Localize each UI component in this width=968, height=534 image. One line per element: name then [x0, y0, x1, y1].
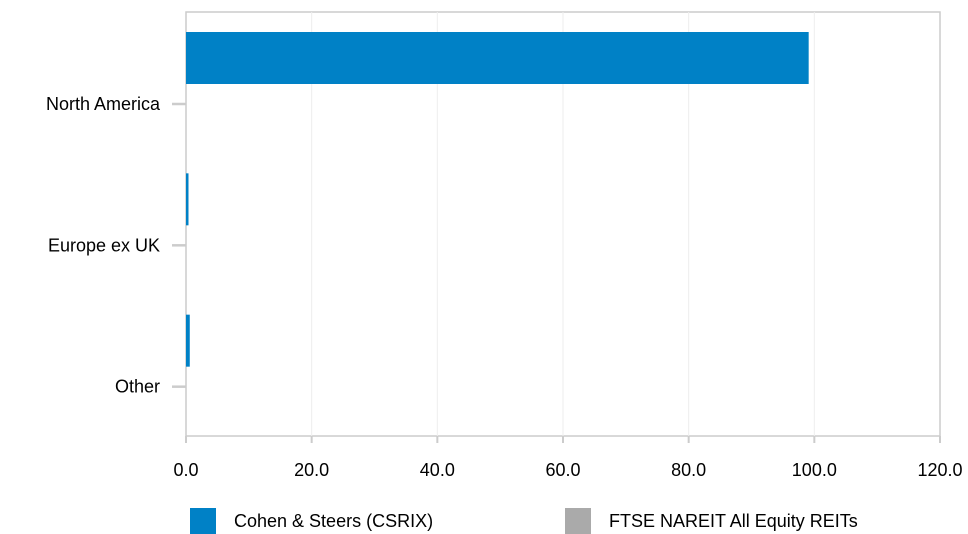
x-tick-label-2: 40.0: [420, 460, 455, 480]
bar-series-1-2: [186, 314, 190, 367]
x-tick-label-6: 120.0: [917, 460, 962, 480]
value-axis: 0.0 20.0 40.0 60.0 80.0 100.0 120.0: [173, 436, 963, 480]
category-label-0: North America: [46, 94, 161, 114]
x-tick-label-0: 0.0: [173, 460, 198, 480]
x-tick-label-5: 100.0: [792, 460, 837, 480]
legend-label-series-2: FTSE NAREIT All Equity REITs: [609, 510, 858, 531]
legend-label-series-1: Cohen & Steers (CSRIX): [234, 510, 434, 531]
legend: Cohen & Steers (CSRIX) FTSE NAREIT All E…: [0, 508, 968, 534]
bar-series-1-0: [186, 32, 809, 84]
bar-chart: North America Europe ex UK Other 0.0 20.0 40…: [46, 11, 963, 480]
x-tick-label-3: 60.0: [545, 460, 580, 480]
legend-swatch-series-1: [190, 508, 216, 534]
legend-swatch-series-2: [565, 508, 591, 534]
x-tick-label-4: 80.0: [671, 460, 706, 480]
category-label-2: Other: [115, 377, 160, 397]
category-axis: North America Europe ex UK Other: [46, 94, 186, 397]
x-tick-label-1: 20.0: [294, 460, 329, 480]
legend-item-series-1: Cohen & Steers (CSRIX): [190, 508, 433, 534]
legend-item-series-2: FTSE NAREIT All Equity REITs: [565, 508, 858, 534]
category-label-1: Europe ex UK: [48, 235, 160, 255]
bars: [186, 32, 809, 367]
bar-series-1-1: [186, 173, 189, 226]
